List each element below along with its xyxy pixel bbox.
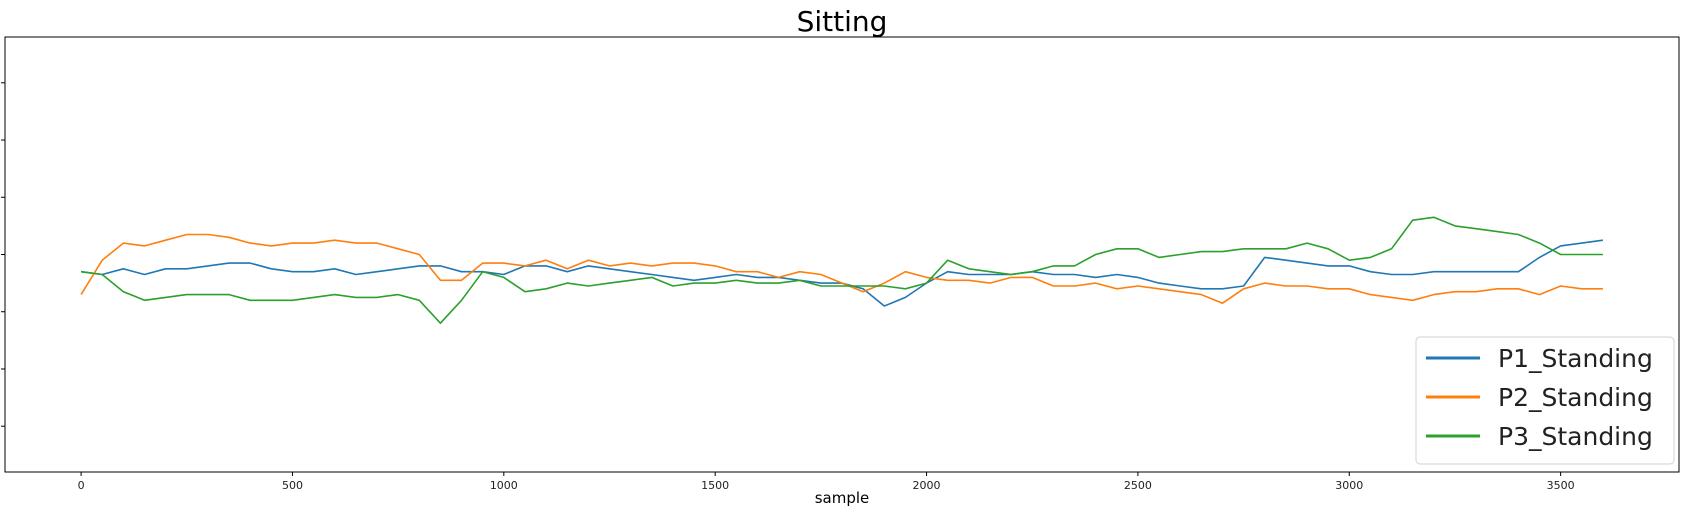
series-lines (80, 216, 1604, 325)
x-tick-label-6: 3000 (1335, 479, 1363, 492)
x-tick-label-5: 2500 (1124, 479, 1152, 492)
series-line-P2_Standing (80, 233, 1603, 305)
x-tick-label-3: 1500 (701, 479, 729, 492)
series-line-P3_Standing (80, 216, 1603, 325)
legend-label-P2_Standing: P2_Standing (1498, 383, 1653, 412)
chart-title: Sitting (797, 5, 888, 38)
x-tick-label-4: 2000 (913, 479, 941, 492)
x-axis-label: sample (815, 489, 870, 507)
legend-box (1415, 336, 1675, 465)
plot-area (4, 36, 1680, 473)
x-tick-label-0: 0 (78, 479, 85, 492)
legend-label-P3_Standing: P3_Standing (1498, 422, 1653, 451)
x-axis-ticks: 0 500 1000 1500 2000 2500 3000 3500 (78, 472, 1575, 492)
x-tick-label-7: 3500 (1547, 479, 1575, 492)
x-tick-label-1: 500 (282, 479, 303, 492)
y-axis-ticks (1, 82, 5, 427)
legend: P1_Standing P2_Standing P3_Standing (1415, 336, 1675, 465)
legend-label-P1_Standing: P1_Standing (1498, 344, 1653, 373)
x-tick-label-2: 1000 (490, 479, 518, 492)
